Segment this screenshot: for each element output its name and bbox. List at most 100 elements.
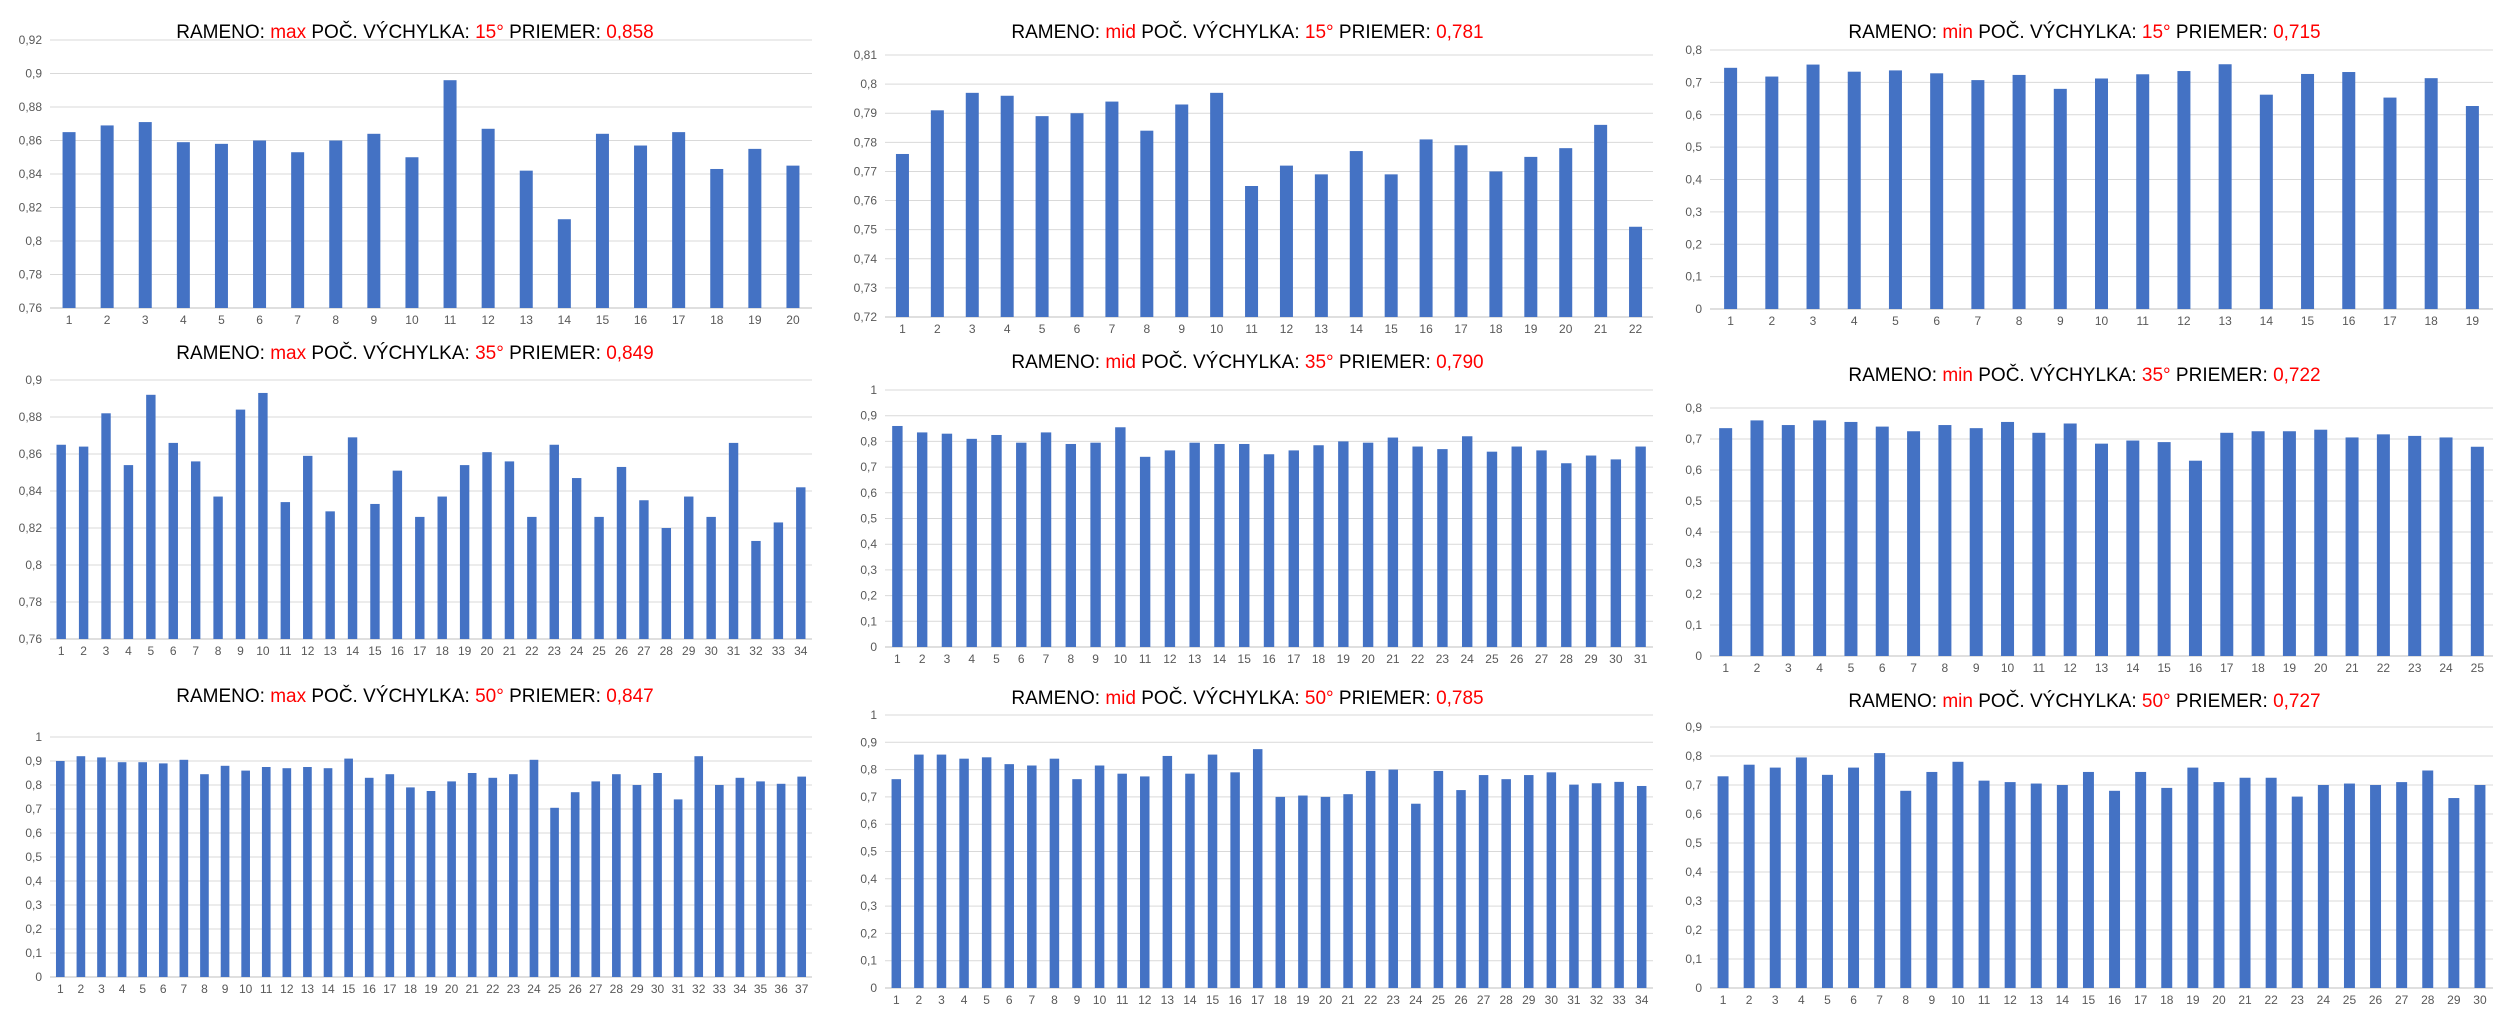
x-tick-label: 4 (968, 652, 975, 666)
y-tick-label: 0,6 (860, 486, 877, 500)
y-tick-label: 0,8 (860, 434, 877, 448)
bar (1016, 442, 1027, 647)
bar (2239, 777, 2251, 988)
chart-title-value: min (1942, 365, 1973, 386)
chart-title-value: 0,715 (2273, 22, 2321, 43)
y-tick-label: 0,8 (860, 763, 877, 777)
x-tick-label: 8 (1067, 652, 1074, 666)
bar (123, 465, 134, 639)
bar (1365, 770, 1376, 988)
x-tick-label: 30 (1609, 652, 1623, 666)
bar (1040, 432, 1052, 647)
bar (1591, 783, 1602, 988)
y-tick-label: 0,6 (1685, 463, 1702, 477)
x-tick-label: 5 (139, 982, 146, 996)
bar (2053, 88, 2067, 309)
bar (323, 768, 333, 977)
bar (673, 799, 683, 977)
x-tick-label: 1 (894, 652, 901, 666)
bar (2188, 460, 2202, 656)
x-tick-label: 11 (1116, 993, 1129, 1007)
x-tick-label: 10 (256, 644, 270, 658)
bar (2136, 74, 2150, 309)
y-tick-label: 0,7 (860, 460, 877, 474)
x-tick-label: 26 (615, 644, 629, 658)
bar (1900, 790, 1912, 988)
bar (1888, 70, 1902, 310)
x-tick-label: 17 (672, 313, 686, 327)
x-tick-label: 13 (1188, 652, 1202, 666)
bar (1384, 174, 1398, 317)
bar (1433, 770, 1444, 988)
chart-title-value: min (1942, 22, 1973, 43)
bar (591, 781, 601, 977)
bar (117, 762, 127, 977)
bar (1164, 450, 1176, 647)
x-tick-label: 15 (2082, 993, 2096, 1007)
x-tick-label: 3 (1772, 993, 1779, 1007)
chart-panel: RAMENO: max POČ. VÝCHYLKA: 35° PRIEMER: … (0, 335, 830, 680)
bar (728, 442, 739, 639)
y-tick-label: 0,2 (860, 926, 877, 940)
bar (158, 763, 168, 977)
bar (1848, 767, 1860, 988)
x-tick-label: 6 (256, 313, 263, 327)
bar (653, 773, 662, 977)
x-tick-label: 5 (1824, 993, 1831, 1007)
chart-title-value: max (270, 686, 307, 707)
y-tick-label: 0,8 (25, 778, 42, 792)
x-tick-label: 18 (1489, 322, 1503, 336)
x-tick-label: 16 (391, 644, 405, 658)
x-tick-label: 15 (368, 644, 382, 658)
x-tick-label: 14 (1350, 322, 1364, 336)
bar (1635, 446, 1646, 647)
x-tick-label: 25 (592, 644, 606, 658)
x-tick-label: 24 (2439, 661, 2453, 675)
x-tick-label: 23 (2408, 661, 2422, 675)
x-tick-label: 14 (558, 313, 572, 327)
chart-title: RAMENO: max POČ. VÝCHYLKA: 50° PRIEMER: … (0, 686, 830, 708)
x-tick-label: 6 (1879, 661, 1886, 675)
x-tick-label: 13 (301, 982, 315, 996)
x-tick-label: 15 (2301, 314, 2315, 328)
bar (2317, 785, 2329, 988)
y-tick-label: 0 (1695, 981, 1702, 995)
x-tick-label: 22 (1629, 322, 1643, 336)
y-tick-label: 0,3 (860, 899, 877, 913)
bar (2030, 783, 2042, 988)
y-tick-label: 0,6 (860, 817, 877, 831)
bar (1930, 73, 1944, 309)
chart-title-label: POČ. VÝCHYLKA: (1135, 688, 1305, 709)
bar (426, 791, 436, 977)
x-tick-label: 17 (413, 644, 427, 658)
chart-title-label: RAMENO: (1848, 691, 1943, 712)
bar-chart: 00,10,20,30,40,50,60,70,80,911 2 3 4 5 6 7 8 9 10… (860, 708, 1653, 1007)
x-tick-label: 5 (148, 644, 155, 658)
y-tick-label: 0,76 (854, 194, 878, 208)
x-tick-label: 12 (2177, 314, 2191, 328)
x-tick-label: 11 (260, 982, 273, 996)
bar (1437, 449, 1448, 647)
x-tick-label: 17 (2383, 314, 2397, 328)
x-tick-label: 9 (1929, 993, 1936, 1007)
chart-panel: RAMENO: max POČ. VÝCHYLKA: 15° PRIEMER: … (0, 0, 830, 335)
bar (220, 765, 230, 977)
x-tick-label: 2 (919, 652, 926, 666)
chart-title-value: max (270, 343, 307, 364)
chart-title: RAMENO: min POČ. VÝCHYLKA: 50° PRIEMER: … (1665, 691, 2504, 713)
y-tick-label: 0,9 (860, 409, 877, 423)
x-tick-label: 13 (323, 644, 337, 658)
bar (1245, 186, 1259, 317)
bar (557, 219, 571, 308)
y-tick-label: 0 (870, 640, 877, 654)
x-tick-label: 29 (630, 982, 644, 996)
x-tick-label: 10 (1951, 993, 1965, 1007)
bar (2342, 72, 2356, 310)
bar (1338, 441, 1349, 647)
bar (406, 787, 415, 977)
x-tick-label: 12 (2003, 993, 2017, 1007)
y-tick-label: 0,86 (19, 134, 43, 148)
x-tick-label: 31 (1567, 993, 1581, 1007)
bar (2220, 432, 2234, 656)
bar (1750, 420, 1764, 656)
